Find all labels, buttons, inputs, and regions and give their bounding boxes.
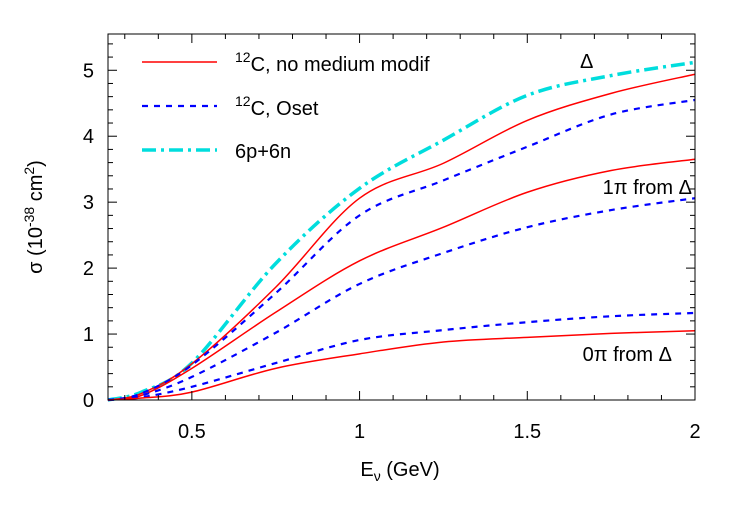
- legend-label: 12C, no medium modif: [235, 49, 430, 76]
- legend-label: 6p+6n: [235, 141, 291, 163]
- y-tick-label: 1: [83, 324, 94, 346]
- legend-entry: 12C, no medium modif: [142, 49, 430, 76]
- annotation-delta: Δ: [580, 51, 593, 73]
- x-tick-label: 1.5: [513, 421, 541, 443]
- ticks: [108, 34, 696, 400]
- x-tick-label: 2: [689, 421, 700, 443]
- x-tick-label: 1: [354, 421, 365, 443]
- y-tick-label: 5: [83, 60, 94, 82]
- y-tick-label: 0: [83, 390, 94, 412]
- legend-entry: 6p+6n: [142, 141, 291, 163]
- curves: [107, 60, 696, 402]
- tick-labels: 0.5 1 1.5 2 0 1 2 3 4 5: [83, 60, 701, 443]
- x-axis-label: Eν (GeV): [360, 459, 439, 484]
- legend: 12C, no medium modif 12C, Oset 6p+6n: [142, 49, 430, 163]
- annotation-1pi: 1π from Δ: [603, 177, 692, 199]
- x-tick-label: 0.5: [178, 421, 206, 443]
- legend-label: 12C, Oset: [235, 93, 319, 120]
- series-line: [107, 158, 696, 401]
- y-tick-label: 4: [83, 126, 94, 148]
- legend-entry: 12C, Oset: [142, 93, 319, 120]
- plot-frame: [107, 33, 696, 401]
- y-tick-label: 2: [83, 258, 94, 280]
- annotation-0pi: 0π from Δ: [583, 344, 672, 366]
- series-line: [107, 330, 696, 401]
- y-axis-label: σ (10-38 cm2): [21, 160, 47, 274]
- series-line: [107, 197, 696, 402]
- series-line: [107, 311, 696, 402]
- y-tick-label: 3: [83, 192, 94, 214]
- series-line: [107, 98, 696, 402]
